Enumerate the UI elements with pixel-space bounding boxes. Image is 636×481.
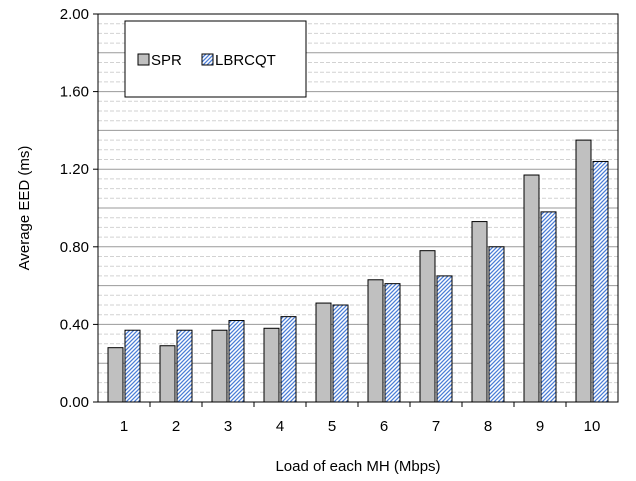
bar-spr-3 <box>211 329 228 403</box>
bar-spr-9 <box>523 174 540 403</box>
y-tick-label: 0.40 <box>60 316 89 333</box>
bar-spr-1 <box>107 347 124 403</box>
x-tick-label: 10 <box>584 418 601 435</box>
x-tick-label: 1 <box>120 418 128 435</box>
bars <box>107 139 609 403</box>
bar-spr-6 <box>367 279 384 403</box>
bar-lbrcqt-9 <box>540 211 557 403</box>
bar-spr-8 <box>471 221 488 403</box>
bar-lbrcqt-2 <box>176 329 193 403</box>
y-tick-label: 2.00 <box>60 6 89 23</box>
x-axis-title: Load of each MH (Mbps) <box>275 458 440 475</box>
x-tick-label: 8 <box>484 418 492 435</box>
x-tick-label: 7 <box>432 418 440 435</box>
legend-box <box>124 20 307 98</box>
y-tick-label: 0.00 <box>60 394 89 411</box>
bar-lbrcqt-5 <box>332 304 349 403</box>
bar-spr-7 <box>419 250 436 403</box>
x-tick-label: 2 <box>172 418 180 435</box>
y-tick-label: 1.60 <box>60 84 89 101</box>
x-tick-label: 9 <box>536 418 544 435</box>
bar-lbrcqt-6 <box>384 283 401 403</box>
y-tick-label: 1.20 <box>60 161 89 178</box>
x-tick-label: 3 <box>224 418 232 435</box>
x-tick-label: 5 <box>328 418 336 435</box>
bar-lbrcqt-7 <box>436 275 453 403</box>
bar-lbrcqt-8 <box>488 246 505 403</box>
legend-swatch-spr <box>137 53 150 66</box>
legend: SPR LBRCQT <box>124 20 307 98</box>
x-tick-label: 4 <box>276 418 284 435</box>
y-axis-title: Average EED (ms) <box>16 146 33 271</box>
legend-label-spr: SPR <box>151 52 182 69</box>
bar-lbrcqt-3 <box>228 320 245 403</box>
bar-spr-4 <box>263 327 280 403</box>
bar-spr-5 <box>315 302 332 403</box>
bar-lbrcqt-10 <box>592 160 609 403</box>
axes: 0.00 0.40 0.80 1.20 1.60 2.00 1 2 3 4 5 6 7 8 9 10 <box>60 6 601 435</box>
y-tick-label: 0.80 <box>60 239 89 256</box>
bar-lbrcqt-1 <box>124 329 141 403</box>
legend-label-lbrcqt: LBRCQT <box>215 52 276 69</box>
bar-spr-10 <box>575 139 592 403</box>
x-tick-label: 6 <box>380 418 388 435</box>
bar-spr-2 <box>159 345 176 403</box>
bar-lbrcqt-4 <box>280 316 297 403</box>
legend-swatch-lbrcqt <box>201 53 214 66</box>
